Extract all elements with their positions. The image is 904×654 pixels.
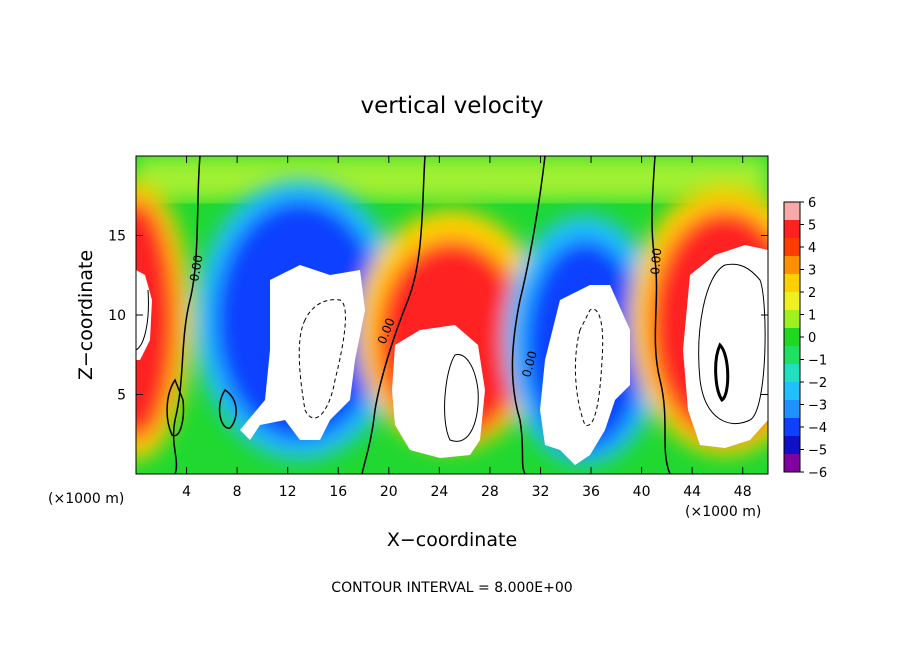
velocity-field: 0.00 0.00 0.00 0.00 (136, 156, 768, 474)
colorbar-swatch (784, 400, 800, 419)
contour-label-3: 0.00 (519, 349, 539, 378)
colorbar-tick-label: 0 (808, 331, 816, 346)
colorbar-tick-label: 6 (808, 196, 816, 211)
colorbar-swatch (784, 382, 800, 401)
downdraft-core-2 (540, 285, 630, 465)
x-tick-label: 40 (633, 484, 651, 500)
x-tick-label: 8 (233, 484, 242, 500)
colorbar-swatch (784, 346, 800, 365)
x-tick-label: 36 (582, 484, 600, 500)
x-tick-label: 16 (329, 484, 347, 500)
colorbar-tick-label: 2 (808, 286, 816, 301)
x-axis-ticks: 4 8 12 16 20 24 28 32 36 40 44 48 (182, 156, 752, 500)
colorbar-tick-label: −2 (808, 376, 827, 391)
contour-interval-note: CONTOUR INTERVAL = 8.000E+00 (331, 580, 572, 596)
colorbar-swatch (784, 220, 800, 239)
colorbar-tick-label: 5 (808, 219, 816, 234)
colorbar-tick-label: 1 (808, 309, 816, 324)
x-tick-label: 44 (683, 484, 701, 500)
colorbar: 6 5 4 3 2 1 0 −1 −2 −3 −4 −5 −6 (783, 196, 827, 481)
colorbar-tick-label: 4 (808, 241, 816, 256)
updraft-cell-left (136, 200, 176, 440)
colorbar-swatch (784, 292, 800, 311)
updraft-core-1 (392, 325, 485, 458)
colorbar-swatch (784, 274, 800, 293)
chart-title: vertical velocity (361, 93, 544, 119)
colorbar-tick-label: 3 (808, 264, 816, 279)
colorbar-tick-label: −3 (808, 399, 827, 414)
colorbar-tick-label: −1 (808, 354, 827, 369)
y-axis-ticks: 5 10 15 (108, 229, 768, 404)
colorbar-swatch (784, 364, 800, 383)
colorbar-swatch (784, 238, 800, 257)
x-tick-label: 24 (430, 484, 448, 500)
colorbar-tick-label: −4 (808, 421, 827, 436)
contour-label-1: 0.00 (187, 254, 205, 283)
x-tick-label: 48 (734, 484, 752, 500)
x-tick-label: 32 (532, 484, 550, 500)
y-tick-label: 10 (108, 308, 126, 324)
colorbar-tick-label: −5 (808, 444, 827, 459)
colorbar-tick-label: −6 (808, 466, 827, 481)
colorbar-swatch (784, 436, 800, 455)
y-tick-label: 5 (117, 388, 126, 404)
x-tick-label: 4 (182, 484, 191, 500)
x-unit-right: (×1000 m) (685, 504, 761, 520)
negative-contours (298, 299, 604, 426)
x-tick-label: 28 (481, 484, 499, 500)
x-axis-label: X−coordinate (387, 529, 517, 551)
colorbar-swatch (784, 310, 800, 329)
contour-label-4: 0.00 (648, 247, 664, 275)
colorbar-swatch (784, 454, 800, 473)
colorbar-swatch (784, 418, 800, 437)
y-axis-label: Z−coordinate (75, 250, 97, 380)
zero-contours (166, 156, 671, 474)
colorbar-swatch (784, 202, 800, 221)
x-tick-label: 12 (279, 484, 297, 500)
colorbar-swatch (784, 256, 800, 275)
downdraft-core-1 (240, 265, 365, 440)
x-unit-left: (×1000 m) (48, 491, 124, 507)
strong-contour (714, 342, 730, 403)
upper-field-band (136, 156, 768, 201)
x-tick-label: 20 (380, 484, 398, 500)
y-tick-label: 15 (108, 229, 126, 245)
colorbar-swatch (784, 328, 800, 347)
inner-contours (136, 263, 766, 442)
